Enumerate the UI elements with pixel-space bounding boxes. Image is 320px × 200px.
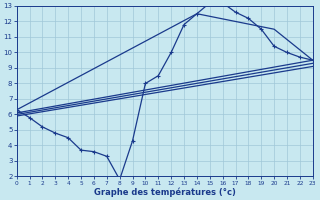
X-axis label: Graphe des températures (°c): Graphe des températures (°c) [94, 187, 236, 197]
